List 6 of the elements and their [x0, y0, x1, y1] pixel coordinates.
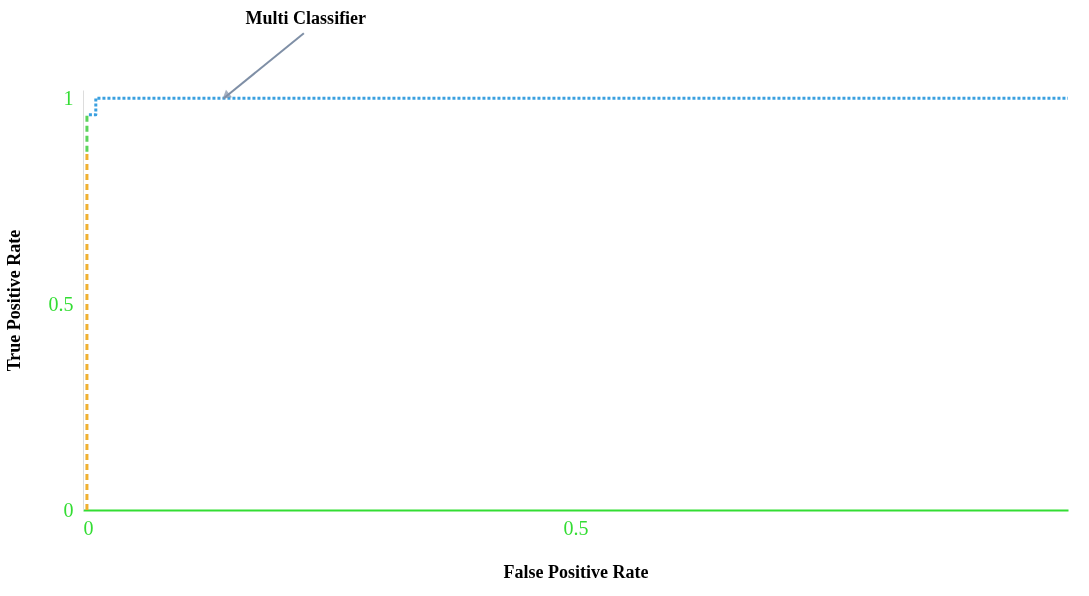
annotation: Multi Classifier — [245, 8, 367, 29]
y-tick-label: 0.5 — [48, 292, 74, 315]
y-tick-label: 1 — [63, 86, 74, 109]
y-axis-title: True Positive Rate — [3, 229, 24, 372]
x-axis-title: False Positive Rate — [503, 561, 649, 582]
y-tick-label: 0 — [63, 498, 74, 521]
